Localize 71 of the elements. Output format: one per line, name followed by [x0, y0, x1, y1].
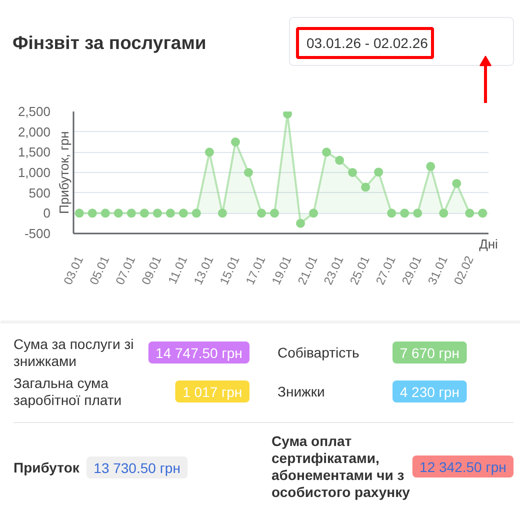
point	[439, 208, 448, 218]
point	[374, 168, 384, 177]
point	[100, 208, 110, 218]
point	[178, 208, 188, 218]
point	[114, 208, 123, 218]
x-tick-label: 19.01	[268, 253, 294, 287]
y-tick-label: 500	[28, 185, 51, 200]
point	[140, 208, 149, 218]
point	[296, 218, 306, 228]
text: 14 747.50 грн	[156, 345, 242, 361]
point	[361, 182, 370, 192]
x-tick-label: 05.01	[86, 253, 112, 287]
x-tick-label: 15.01	[216, 253, 242, 287]
point	[426, 162, 436, 171]
point	[204, 148, 214, 157]
point	[88, 208, 97, 218]
x-tick-label: 17.01	[242, 253, 268, 287]
text: Сума оплат сертифікатами, абонементами чи з особистого рахунку	[272, 433, 410, 500]
point	[452, 178, 462, 188]
x-tick-label: 29.01	[399, 253, 425, 287]
x-tick-label: 25.01	[346, 253, 372, 287]
point	[309, 208, 318, 218]
text: Загальна сума заробітної плати	[14, 375, 122, 408]
x-axis-title: Дні	[479, 236, 498, 252]
x-tick-label: 13.01	[190, 253, 216, 287]
x-tick-label: 07.01	[112, 253, 138, 287]
x-tick-label: 21.01	[294, 253, 320, 287]
chart-subtitle: 03.01.26 - 02.02.26	[306, 35, 428, 51]
text: Собівартість	[278, 344, 360, 360]
text: 4 230 грн	[400, 384, 460, 400]
y-axis-title: Прибуток, грн	[56, 131, 72, 214]
point	[348, 168, 358, 177]
text: 1 017 грн	[182, 384, 242, 400]
point	[283, 112, 292, 118]
x-tick-label: 31.01	[425, 253, 451, 287]
point	[465, 208, 474, 218]
y-tick-label: 2,000	[18, 124, 51, 140]
point	[478, 208, 488, 218]
point	[335, 156, 344, 165]
point	[192, 208, 201, 218]
point	[244, 168, 253, 177]
x-tick-label: 27.01	[373, 253, 399, 287]
point	[74, 208, 84, 218]
x-tick-label: 23.01	[320, 253, 346, 287]
point	[256, 208, 266, 218]
text: 13 730.50 грн	[94, 460, 180, 476]
text: 7 670 грн	[400, 345, 460, 361]
point	[400, 208, 410, 218]
point	[230, 138, 240, 146]
y-tick-label: 0	[43, 206, 51, 221]
chart-title: Фінзвіт за послугами	[12, 32, 206, 53]
text: Знижки	[278, 384, 325, 400]
y-tick-label: -500	[24, 226, 51, 241]
point	[322, 148, 332, 157]
x-tick-label: 03.01	[60, 253, 86, 287]
y-tick-label: 1,000	[18, 165, 51, 180]
point	[126, 208, 136, 218]
point	[387, 208, 396, 218]
y-tick-label: 1,500	[18, 144, 51, 160]
point	[166, 208, 175, 218]
point	[270, 208, 279, 218]
y-tick-label: 2,500	[18, 104, 51, 119]
point	[413, 208, 422, 218]
text: Прибуток	[14, 460, 80, 476]
text: 12 342.50 грн	[420, 459, 506, 475]
x-tick-label: 11.01	[165, 253, 190, 286]
point	[218, 208, 227, 218]
text: Сума за послуги зі знижками	[14, 336, 134, 369]
x-tick-label: 09.01	[138, 253, 164, 287]
point	[152, 208, 162, 218]
x-tick-label: 02.02	[451, 253, 477, 287]
